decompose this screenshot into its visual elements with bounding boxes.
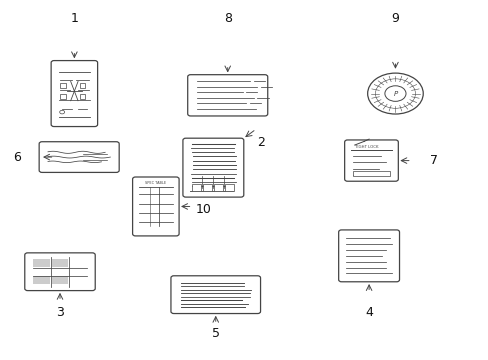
Bar xyxy=(225,184,234,190)
Text: 3: 3 xyxy=(56,306,64,319)
Text: 1: 1 xyxy=(70,12,78,25)
FancyBboxPatch shape xyxy=(80,83,85,88)
Bar xyxy=(214,184,223,190)
FancyBboxPatch shape xyxy=(344,140,398,181)
Text: 9: 9 xyxy=(391,12,399,25)
FancyBboxPatch shape xyxy=(338,230,399,282)
Bar xyxy=(52,260,68,267)
Text: 7: 7 xyxy=(429,154,437,167)
FancyBboxPatch shape xyxy=(51,60,98,127)
Bar xyxy=(192,184,201,190)
Text: P: P xyxy=(392,91,397,96)
Text: 10: 10 xyxy=(195,203,211,216)
Bar xyxy=(33,276,50,284)
FancyBboxPatch shape xyxy=(80,94,85,99)
Text: 8: 8 xyxy=(224,12,231,25)
Bar xyxy=(352,171,389,176)
Text: 2: 2 xyxy=(257,136,264,149)
Text: 4: 4 xyxy=(365,306,372,319)
FancyBboxPatch shape xyxy=(60,83,66,88)
Bar xyxy=(52,276,68,284)
Text: TIGHT LOCK: TIGHT LOCK xyxy=(354,144,378,149)
FancyBboxPatch shape xyxy=(183,138,244,197)
Text: 5: 5 xyxy=(211,327,219,340)
FancyBboxPatch shape xyxy=(39,142,119,172)
FancyBboxPatch shape xyxy=(60,94,66,99)
FancyBboxPatch shape xyxy=(187,75,267,116)
Text: 6: 6 xyxy=(13,150,21,163)
FancyBboxPatch shape xyxy=(132,177,179,236)
Bar xyxy=(33,260,50,267)
Text: SPEC TABLE: SPEC TABLE xyxy=(145,181,166,185)
Bar xyxy=(203,184,212,190)
FancyBboxPatch shape xyxy=(171,276,260,314)
FancyBboxPatch shape xyxy=(25,253,95,291)
